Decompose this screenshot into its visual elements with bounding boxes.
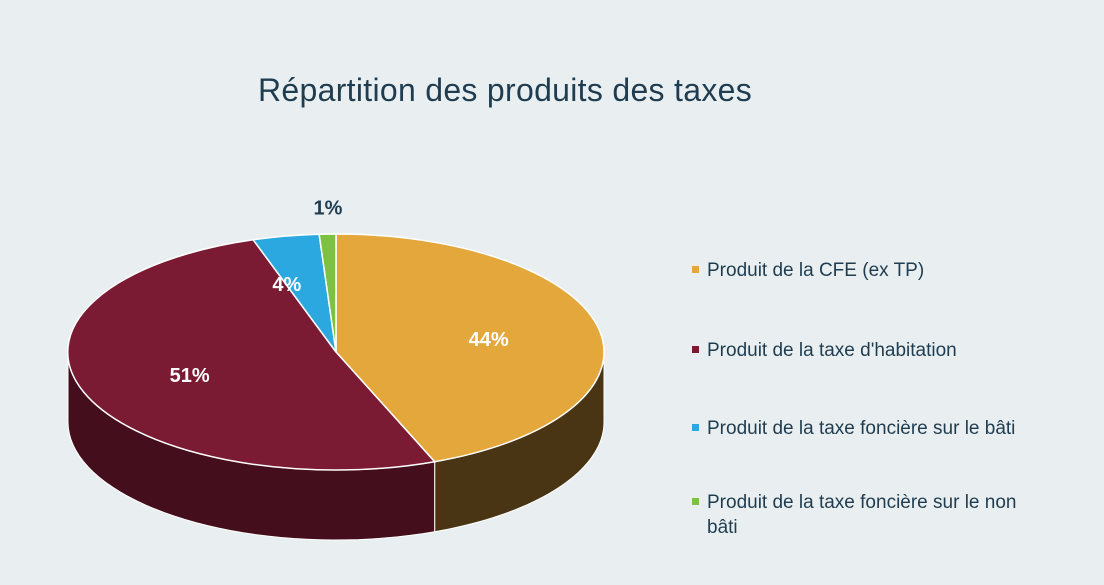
pie-slice-cfe (335, 233, 605, 463)
data-label-foncier-non-bati: 1% (314, 197, 343, 219)
legend-swatch-foncier-bati (692, 424, 699, 431)
pie-slice-foncier-non-bati (318, 233, 337, 353)
legend-swatch-habitation (692, 346, 699, 353)
legend-label-foncier-bati: Produit de la taxe foncière sur le bâti (707, 418, 1016, 439)
legend-swatch-foncier-non-bati (692, 498, 699, 505)
pie-slice-habitation (67, 238, 437, 471)
data-label-cfe: 44% (469, 329, 509, 351)
legend-item-habitation: Produit de la taxe d'habitation (692, 338, 1027, 363)
data-label-foncier-bati: 4% (272, 274, 301, 296)
legend-label-foncier-non-bati: Produit de la taxe foncière sur le non b… (707, 492, 1017, 538)
legend-swatch-cfe (692, 266, 699, 273)
chart-title: Répartition des produits des taxes (258, 72, 753, 108)
legend-item-foncier-non-bati: Produit de la taxe foncière sur le non b… (692, 490, 1027, 540)
legend-item-foncier-bati: Produit de la taxe foncière sur le bâti (692, 416, 1027, 441)
legend-item-cfe: Produit de la CFE (ex TP) (692, 258, 1027, 283)
legend-label-cfe: Produit de la CFE (ex TP) (707, 260, 925, 281)
legend-label-habitation: Produit de la taxe d'habitation (707, 340, 957, 361)
data-label-habitation: 51% (170, 365, 210, 387)
